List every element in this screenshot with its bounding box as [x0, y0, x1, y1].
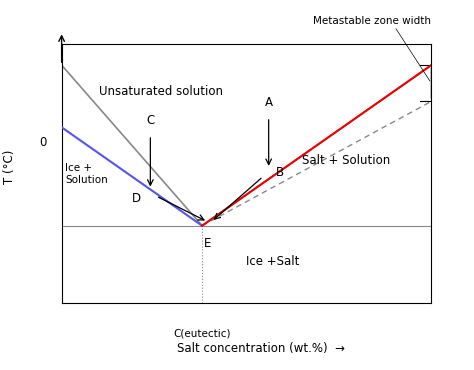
Text: Metastable zone width: Metastable zone width	[313, 16, 431, 26]
Text: B: B	[276, 166, 284, 179]
Text: C: C	[146, 114, 155, 127]
Text: Ice +
Solution: Ice + Solution	[65, 163, 108, 185]
Text: 0: 0	[39, 136, 47, 149]
Text: Ice +Salt: Ice +Salt	[246, 255, 300, 269]
Text: C(eutectic): C(eutectic)	[173, 328, 231, 338]
Text: D: D	[132, 192, 141, 205]
Text: Salt + Solution: Salt + Solution	[302, 154, 390, 168]
Text: E: E	[204, 238, 211, 250]
Text: Salt concentration (wt.%)  →: Salt concentration (wt.%) →	[177, 342, 345, 355]
Text: Unsaturated solution: Unsaturated solution	[99, 84, 223, 98]
Text: A: A	[264, 96, 273, 109]
Text: T (°C): T (°C)	[3, 149, 16, 184]
